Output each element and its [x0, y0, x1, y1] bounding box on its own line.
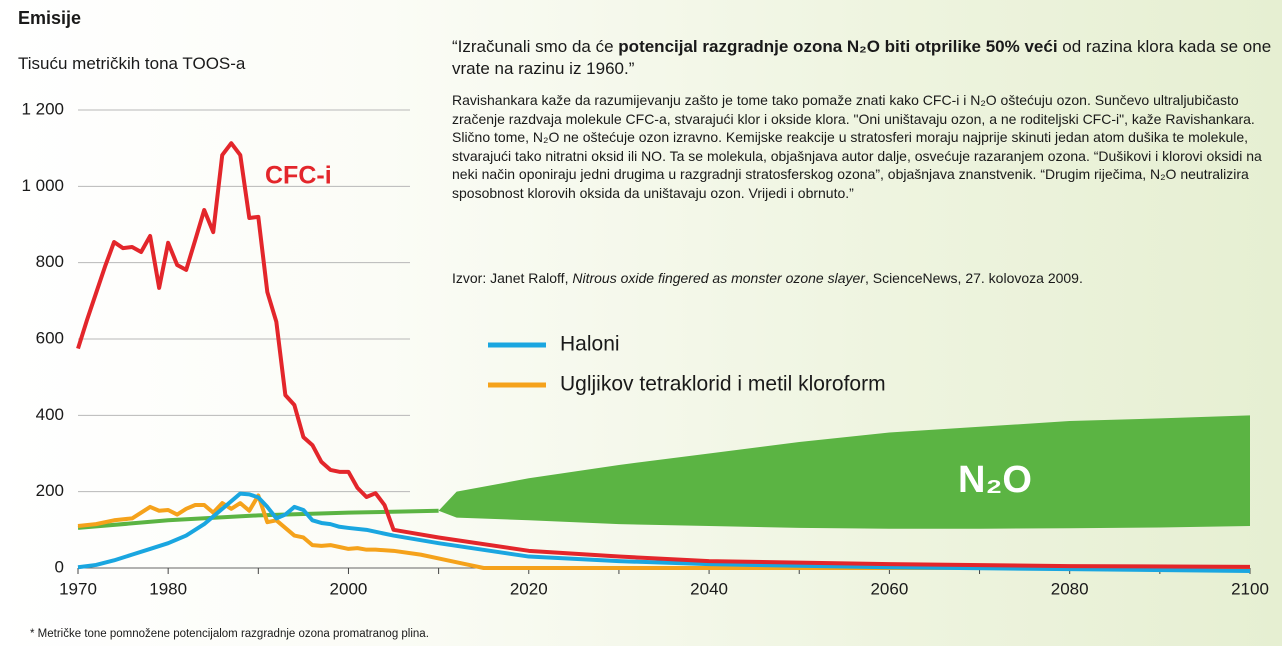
text-part: od razina klora kada se one vrate na raz…	[452, 37, 1272, 78]
x-tick-label: 2040	[690, 579, 728, 598]
series-line	[77, 491, 1251, 574]
text-part: Nitrous oxide fingered as monster ozone …	[572, 270, 865, 286]
text-part: “Izračunali smo da će	[452, 37, 619, 56]
x-tick-label: 1980	[149, 579, 187, 598]
series-line	[77, 508, 439, 530]
x-tick-label: 2100	[1231, 579, 1269, 598]
x-tick-label: 2000	[330, 579, 368, 598]
source: Izvor: Janet Raloff, Nitrous oxide finge…	[452, 270, 1280, 286]
series-label: CFC-i	[265, 162, 332, 190]
footnote: * Metričke tone pomnožene potencijalom r…	[30, 628, 429, 640]
series-line	[76, 141, 1251, 569]
text-part: potencijal razgradnje ozona N₂O biti otp…	[618, 37, 1058, 56]
y-tick-label: 0	[55, 557, 64, 576]
legend-label: Haloni	[560, 333, 620, 356]
x-tick-label: 2020	[510, 579, 548, 598]
legend-label: Ugljikov tetraklorid i metil kloroform	[560, 373, 886, 396]
x-tick-label: 2080	[1051, 579, 1089, 598]
x-tick-label: 2060	[870, 579, 908, 598]
y-tick-label: 600	[36, 328, 64, 347]
series-line	[77, 493, 1250, 570]
text-part: , ScienceNews, 27. kolovoza 2009.	[864, 270, 1083, 286]
series-label: N₂O	[958, 459, 1032, 501]
text-part: Izvor: Janet Raloff,	[452, 270, 573, 286]
y-tick-label: 800	[36, 252, 64, 271]
y-axis-label: Tisuću metričkih tona TOOS-a	[18, 54, 246, 73]
band-area	[438, 415, 1251, 529]
y-tick-label: 400	[36, 405, 64, 424]
y-tick-label: 200	[36, 481, 64, 500]
y-tick-label: 1 000	[21, 176, 64, 195]
quote: “Izračunali smo da će potencijal razgrad…	[452, 36, 1282, 80]
y-tick-label: 1 200	[21, 99, 64, 118]
x-tick-label: 1970	[59, 579, 97, 598]
chart-title: Emisije	[18, 8, 82, 28]
body-text: Ravishankara kaže da razumijevanju zašto…	[452, 92, 1262, 201]
